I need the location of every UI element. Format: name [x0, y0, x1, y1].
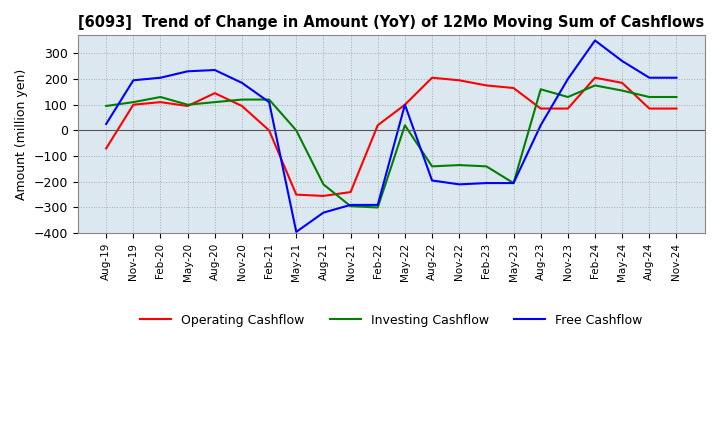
Operating Cashflow — [645, 106, 654, 111]
Investing Cashflow — [102, 103, 110, 109]
Investing Cashflow — [590, 83, 599, 88]
Free Cashflow — [509, 180, 518, 186]
Free Cashflow — [536, 123, 545, 128]
Investing Cashflow — [210, 99, 219, 105]
Legend: Operating Cashflow, Investing Cashflow, Free Cashflow: Operating Cashflow, Investing Cashflow, … — [135, 309, 647, 332]
Y-axis label: Amount (million yen): Amount (million yen) — [15, 69, 28, 200]
Free Cashflow — [184, 69, 192, 74]
Line: Investing Cashflow: Investing Cashflow — [106, 85, 677, 208]
Free Cashflow — [428, 178, 436, 183]
Investing Cashflow — [564, 94, 572, 99]
Investing Cashflow — [184, 102, 192, 107]
Investing Cashflow — [482, 164, 491, 169]
Free Cashflow — [210, 67, 219, 73]
Operating Cashflow — [536, 106, 545, 111]
Free Cashflow — [455, 182, 464, 187]
Free Cashflow — [564, 77, 572, 82]
Free Cashflow — [319, 210, 328, 215]
Free Cashflow — [590, 38, 599, 43]
Free Cashflow — [645, 75, 654, 81]
Investing Cashflow — [672, 94, 681, 99]
Title: [6093]  Trend of Change in Amount (YoY) of 12Mo Moving Sum of Cashflows: [6093] Trend of Change in Amount (YoY) o… — [78, 15, 704, 30]
Investing Cashflow — [292, 128, 300, 133]
Operating Cashflow — [156, 99, 165, 105]
Investing Cashflow — [400, 123, 409, 128]
Operating Cashflow — [428, 75, 436, 81]
Investing Cashflow — [428, 164, 436, 169]
Operating Cashflow — [210, 91, 219, 96]
Free Cashflow — [672, 75, 681, 81]
Operating Cashflow — [618, 80, 626, 85]
Operating Cashflow — [509, 85, 518, 91]
Free Cashflow — [129, 77, 138, 83]
Investing Cashflow — [265, 97, 274, 102]
Operating Cashflow — [564, 106, 572, 111]
Investing Cashflow — [536, 87, 545, 92]
Free Cashflow — [238, 80, 246, 85]
Operating Cashflow — [184, 103, 192, 109]
Operating Cashflow — [129, 102, 138, 107]
Free Cashflow — [346, 202, 355, 208]
Operating Cashflow — [455, 77, 464, 83]
Operating Cashflow — [346, 190, 355, 195]
Operating Cashflow — [672, 106, 681, 111]
Operating Cashflow — [102, 146, 110, 151]
Free Cashflow — [156, 75, 165, 81]
Investing Cashflow — [319, 182, 328, 187]
Investing Cashflow — [618, 88, 626, 93]
Investing Cashflow — [346, 204, 355, 209]
Operating Cashflow — [400, 102, 409, 107]
Operating Cashflow — [374, 123, 382, 128]
Investing Cashflow — [374, 205, 382, 210]
Free Cashflow — [374, 202, 382, 208]
Operating Cashflow — [482, 83, 491, 88]
Operating Cashflow — [590, 75, 599, 81]
Free Cashflow — [102, 121, 110, 127]
Investing Cashflow — [129, 99, 138, 105]
Operating Cashflow — [319, 193, 328, 198]
Operating Cashflow — [292, 192, 300, 197]
Investing Cashflow — [238, 97, 246, 102]
Line: Free Cashflow: Free Cashflow — [106, 40, 677, 232]
Free Cashflow — [618, 59, 626, 64]
Investing Cashflow — [645, 94, 654, 99]
Operating Cashflow — [238, 103, 246, 109]
Line: Operating Cashflow: Operating Cashflow — [106, 78, 677, 196]
Investing Cashflow — [509, 180, 518, 186]
Free Cashflow — [482, 180, 491, 186]
Investing Cashflow — [455, 162, 464, 168]
Investing Cashflow — [156, 94, 165, 99]
Free Cashflow — [292, 229, 300, 235]
Free Cashflow — [400, 102, 409, 107]
Operating Cashflow — [265, 128, 274, 133]
Free Cashflow — [265, 99, 274, 105]
